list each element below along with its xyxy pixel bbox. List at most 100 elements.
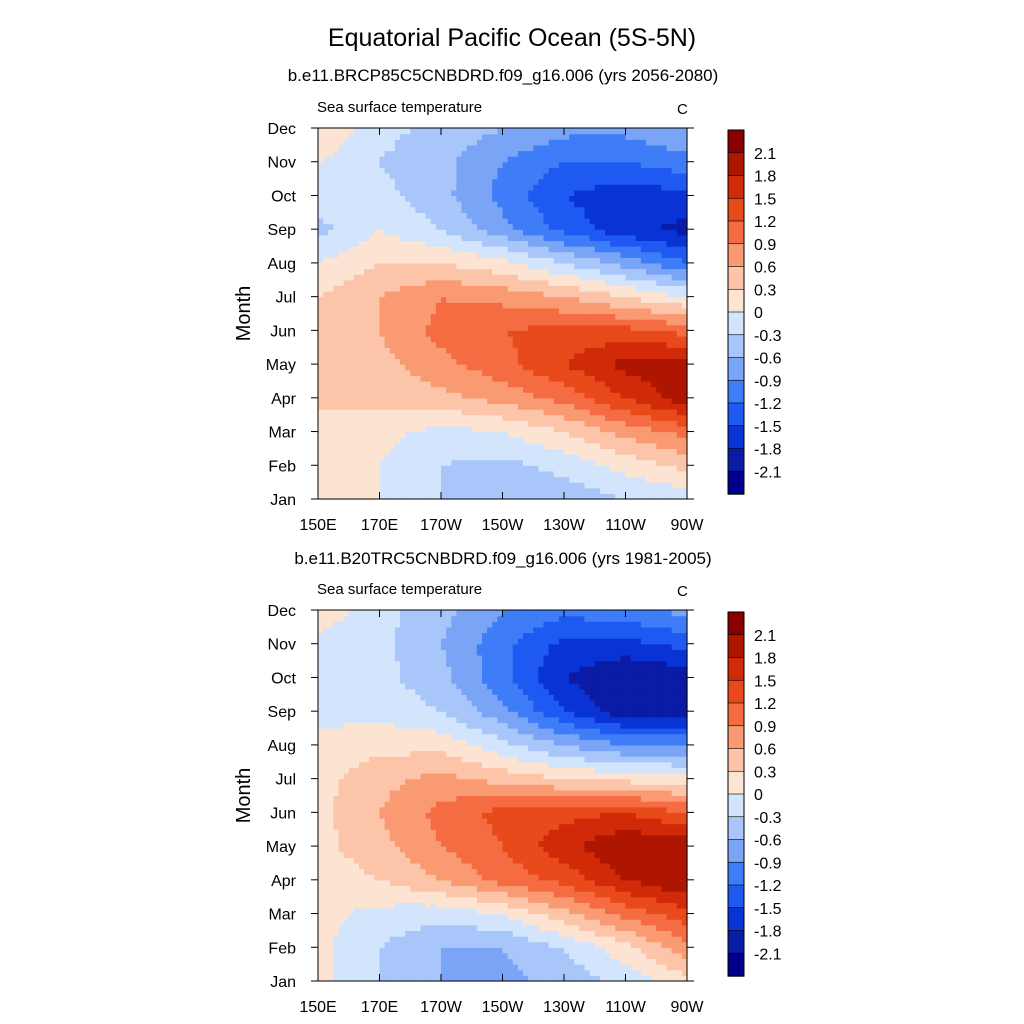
sst-cell bbox=[548, 195, 555, 202]
sst-cell bbox=[523, 184, 529, 191]
sst-cell bbox=[666, 144, 673, 152]
sst-cell bbox=[318, 133, 324, 140]
sst-cell bbox=[379, 291, 386, 298]
sst-cell bbox=[435, 189, 442, 197]
sst-cell bbox=[318, 257, 324, 264]
sst-cell bbox=[338, 150, 345, 157]
sst-cell bbox=[333, 223, 340, 230]
sst-cell bbox=[681, 454, 688, 461]
sst-cell bbox=[579, 172, 586, 180]
sst-cell bbox=[533, 420, 539, 427]
sst-cell bbox=[323, 459, 329, 466]
sst-cell bbox=[594, 380, 601, 388]
sst-cell bbox=[646, 144, 652, 152]
sst-cell bbox=[594, 257, 601, 264]
sst-cell bbox=[364, 364, 370, 371]
sst-cell bbox=[420, 448, 427, 455]
sst-cell bbox=[492, 319, 498, 326]
sst-cell bbox=[538, 178, 545, 185]
sst-cell bbox=[389, 307, 396, 315]
sst-cell bbox=[533, 139, 539, 146]
sst-cell bbox=[517, 459, 524, 466]
sst-cell bbox=[471, 437, 478, 444]
sst-cell bbox=[584, 184, 591, 191]
sst-cell bbox=[338, 229, 345, 236]
sst-cell bbox=[492, 240, 498, 247]
sst-cell bbox=[461, 201, 468, 208]
sst-cell bbox=[523, 189, 529, 197]
sst-cell bbox=[333, 240, 340, 247]
sst-cell bbox=[651, 482, 657, 489]
sst-cell bbox=[640, 470, 647, 478]
sst-cell bbox=[512, 223, 519, 230]
sst-cell bbox=[599, 487, 606, 494]
sst-cell bbox=[353, 397, 360, 405]
sst-cell bbox=[476, 364, 483, 371]
sst-cell bbox=[384, 201, 391, 208]
sst-cell bbox=[369, 217, 375, 225]
sst-cell bbox=[425, 465, 432, 472]
colorbar-box bbox=[727, 152, 745, 177]
sst-cell bbox=[420, 330, 427, 337]
sst-cell bbox=[492, 150, 498, 157]
sst-cell bbox=[564, 364, 570, 371]
sst-cell bbox=[589, 420, 596, 427]
sst-cell bbox=[584, 150, 591, 157]
sst-cell bbox=[651, 223, 657, 230]
sst-cell bbox=[579, 369, 586, 376]
sst-cell bbox=[389, 128, 396, 135]
sst-cell bbox=[599, 386, 606, 393]
sst-cell bbox=[435, 448, 442, 455]
sst-cell bbox=[364, 133, 370, 140]
sst-cell bbox=[681, 246, 688, 253]
sst-cell bbox=[507, 307, 514, 315]
sst-cell bbox=[625, 201, 632, 208]
sst-cell bbox=[379, 403, 386, 410]
sst-cell bbox=[359, 476, 365, 483]
sst-cell bbox=[482, 201, 488, 208]
sst-cell bbox=[661, 465, 668, 472]
sst-cell bbox=[620, 380, 627, 388]
sst-cell bbox=[671, 437, 678, 444]
sst-cell bbox=[625, 251, 632, 258]
sst-cell bbox=[671, 476, 678, 483]
sst-cell bbox=[584, 358, 591, 365]
sst-cell bbox=[620, 369, 627, 376]
sst-cell bbox=[394, 296, 401, 303]
sst-cell bbox=[384, 975, 391, 982]
sst-cell bbox=[538, 969, 545, 976]
sst-cell bbox=[461, 431, 468, 438]
sst-cell bbox=[374, 257, 381, 264]
sst-cell bbox=[323, 161, 329, 168]
sst-cell bbox=[451, 392, 457, 399]
sst-cell bbox=[640, 313, 647, 320]
sst-cell bbox=[533, 386, 539, 393]
sst-cell bbox=[435, 195, 442, 202]
sst-cell bbox=[323, 195, 329, 202]
sst-cell bbox=[579, 240, 586, 247]
sst-cell bbox=[389, 414, 396, 421]
sst-cell bbox=[333, 969, 340, 976]
sst-cell bbox=[343, 459, 350, 466]
sst-cell bbox=[369, 476, 375, 483]
sst-cell bbox=[405, 178, 411, 185]
sst-cell bbox=[615, 442, 621, 450]
sst-cell bbox=[640, 251, 647, 258]
sst-cell bbox=[430, 420, 437, 427]
sst-cell bbox=[410, 268, 416, 275]
sst-cell bbox=[615, 167, 621, 174]
sst-cell bbox=[599, 347, 606, 354]
sst-cell bbox=[364, 324, 370, 331]
sst-cell bbox=[625, 285, 632, 292]
sst-cell bbox=[620, 341, 627, 348]
sst-cell bbox=[405, 476, 411, 483]
sst-cell bbox=[517, 229, 524, 236]
sst-cell bbox=[476, 150, 483, 157]
sst-cell bbox=[328, 240, 334, 247]
sst-cell bbox=[574, 392, 580, 399]
sst-cell bbox=[574, 257, 580, 264]
sst-cell bbox=[364, 246, 370, 253]
sst-cell bbox=[379, 189, 386, 197]
sst-cell bbox=[620, 156, 627, 163]
sst-cell bbox=[610, 262, 616, 270]
